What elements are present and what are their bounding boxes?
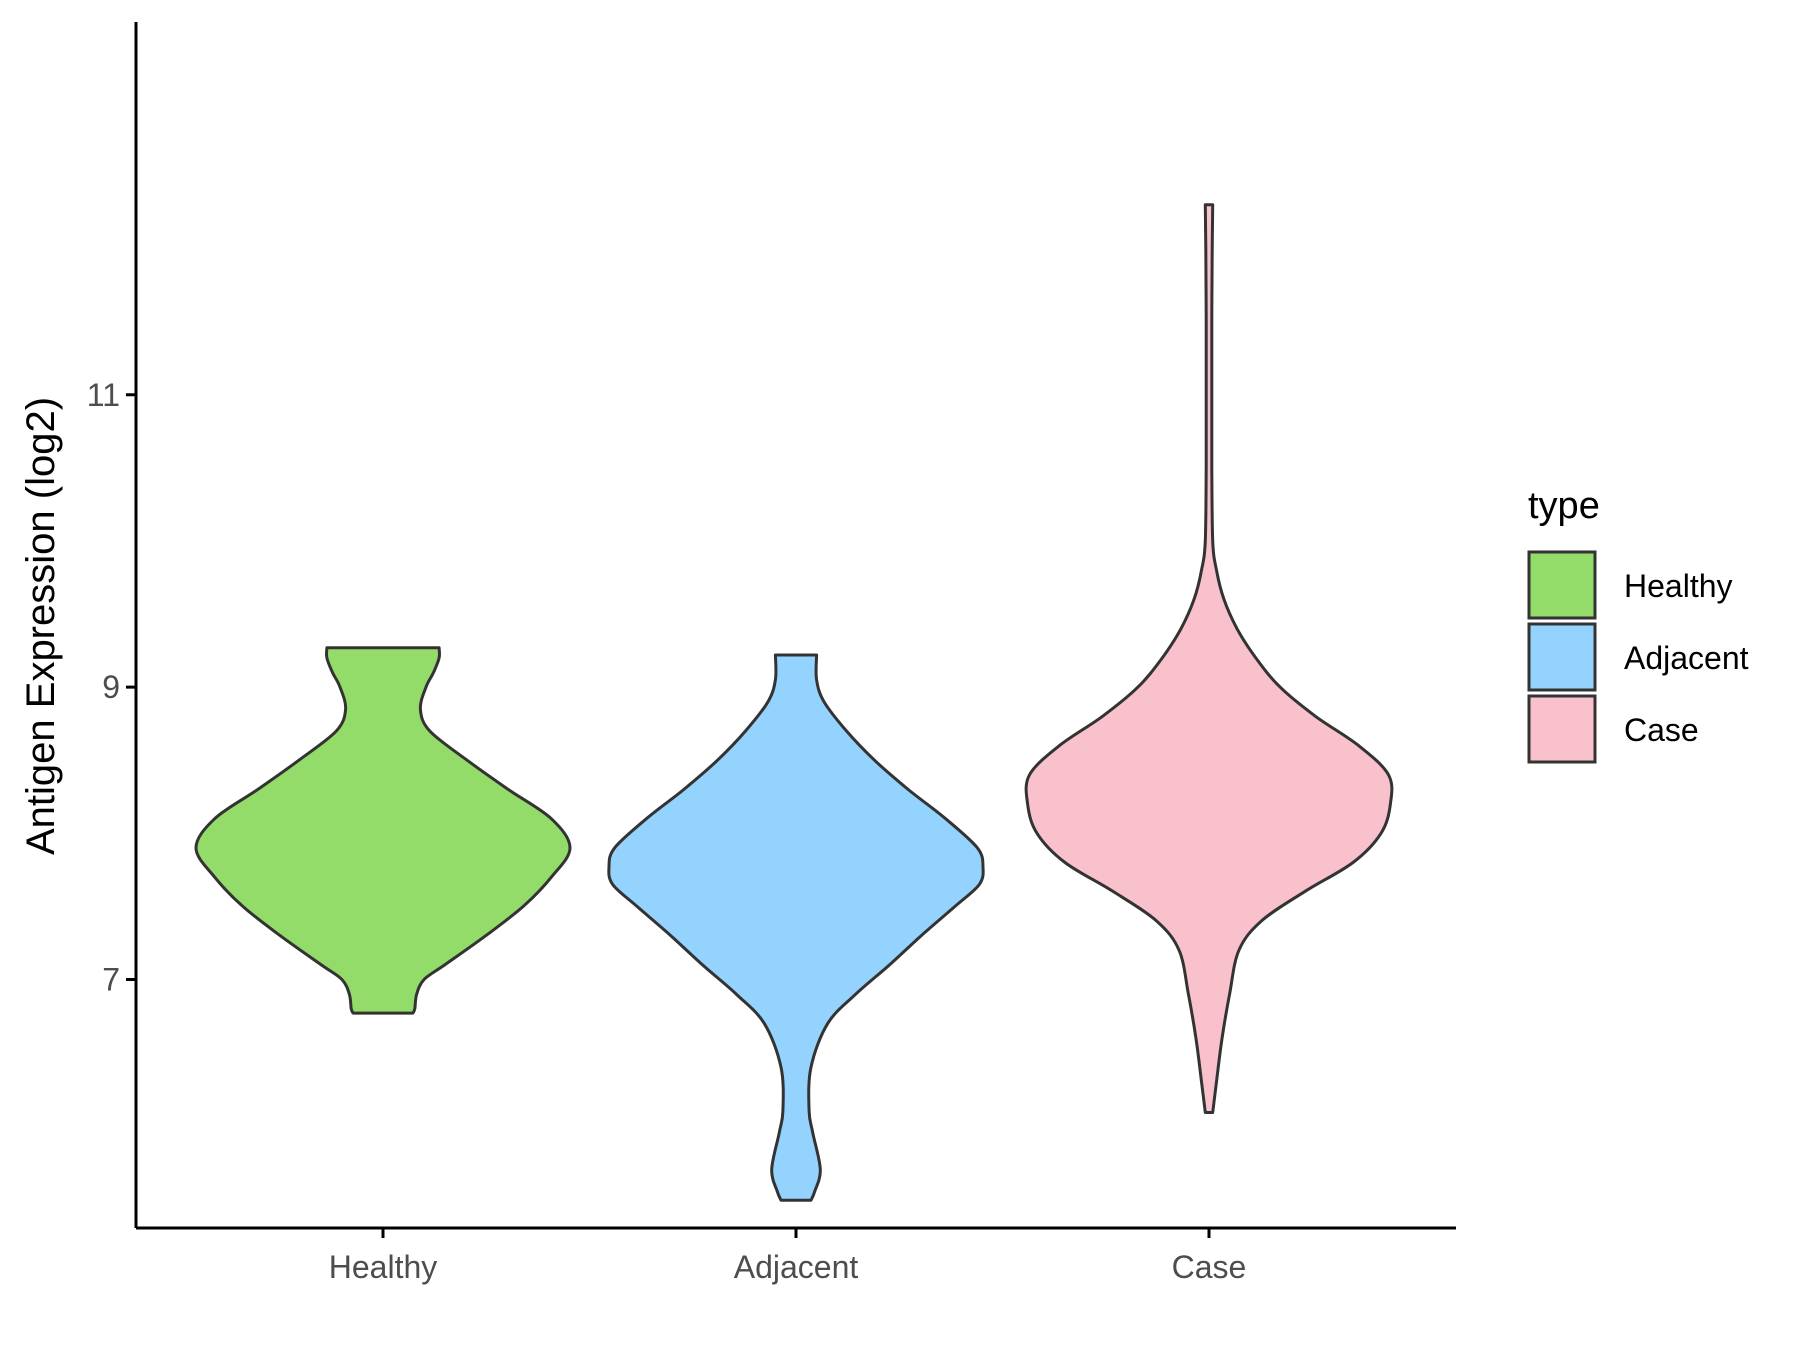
x-tick-label: Adjacent: [734, 1249, 859, 1285]
x-tick-label: Case: [1172, 1249, 1247, 1285]
legend-label-healthy: Healthy: [1624, 568, 1733, 604]
violin-adjacent: [607, 653, 985, 1202]
legend-swatch-case: [1527, 694, 1597, 764]
violin-case: [1024, 203, 1394, 1114]
legend: type Healthy Adjacent Case: [1527, 485, 1749, 764]
legend-title: type: [1528, 485, 1600, 527]
violin-healthy: [194, 646, 572, 1015]
y-axis-title: Antigen Expression (log2): [19, 397, 63, 855]
legend-label-case: Case: [1624, 712, 1699, 748]
violins-group: [194, 203, 1394, 1202]
y-tick-label: 9: [102, 669, 120, 705]
axes-group: 7 9 11 Healthy Adjacent Case: [87, 22, 1456, 1285]
legend-swatch-healthy: [1527, 550, 1597, 620]
y-tick-label: 7: [102, 961, 120, 997]
legend-label-adjacent: Adjacent: [1624, 640, 1749, 676]
x-tick-label: Healthy: [329, 1249, 438, 1285]
y-tick-label: 11: [87, 377, 120, 413]
legend-swatch-adjacent: [1527, 622, 1597, 692]
